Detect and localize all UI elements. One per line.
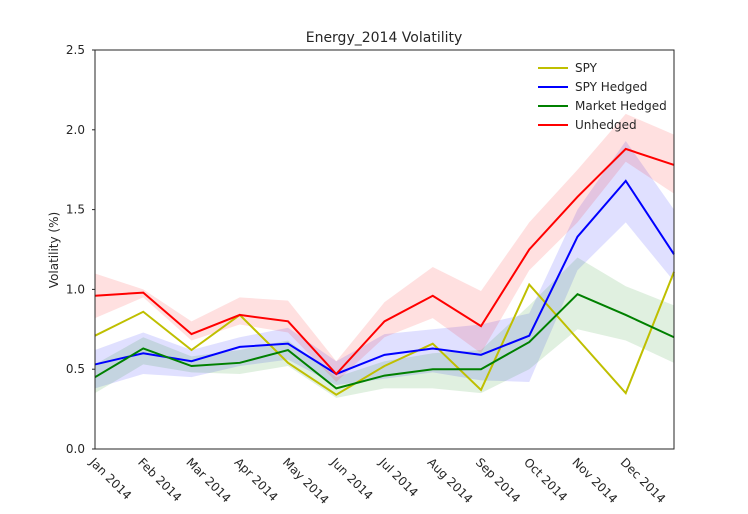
line (94, 293, 675, 390)
y-tick-label: 1.5 (66, 203, 85, 217)
line (94, 271, 675, 396)
x-tick-label: Jan 2014 (86, 455, 134, 503)
band (95, 140, 674, 389)
y-tick-label: 1.0 (66, 282, 85, 296)
x-tick-label: Feb 2014 (135, 455, 184, 504)
x-tick-label: Jul 2014 (376, 455, 421, 500)
x-tick-label: Mar 2014 (183, 455, 233, 505)
x-tick-label: May 2014 (280, 455, 332, 507)
legend-label: SPY (575, 61, 598, 75)
y-tick-label: 0.0 (66, 442, 85, 456)
legend-label: SPY Hedged (575, 80, 647, 94)
y-tick-label: 2.5 (66, 43, 85, 57)
line (94, 147, 675, 376)
x-tick-label: Sep 2014 (473, 455, 523, 505)
y-tick-label: 2.0 (66, 123, 85, 137)
y-tick-label: 0.5 (66, 362, 85, 376)
x-tick-label: Oct 2014 (521, 455, 570, 504)
plot-frame (94, 49, 675, 450)
x-tick-label: Aug 2014 (425, 455, 476, 506)
x-tick-label: Apr 2014 (232, 455, 281, 504)
chart-title: Energy_2014 Volatility (306, 30, 463, 46)
legend-label: Market Hedged (575, 99, 667, 113)
legend-label: Unhedged (575, 118, 637, 132)
x-tick-label: Jun 2014 (327, 455, 375, 503)
y-axis-label: Volatility (%) (47, 212, 61, 288)
x-tick-label: Dec 2014 (618, 455, 669, 506)
line (94, 179, 675, 376)
x-tick-label: Nov 2014 (569, 455, 620, 506)
